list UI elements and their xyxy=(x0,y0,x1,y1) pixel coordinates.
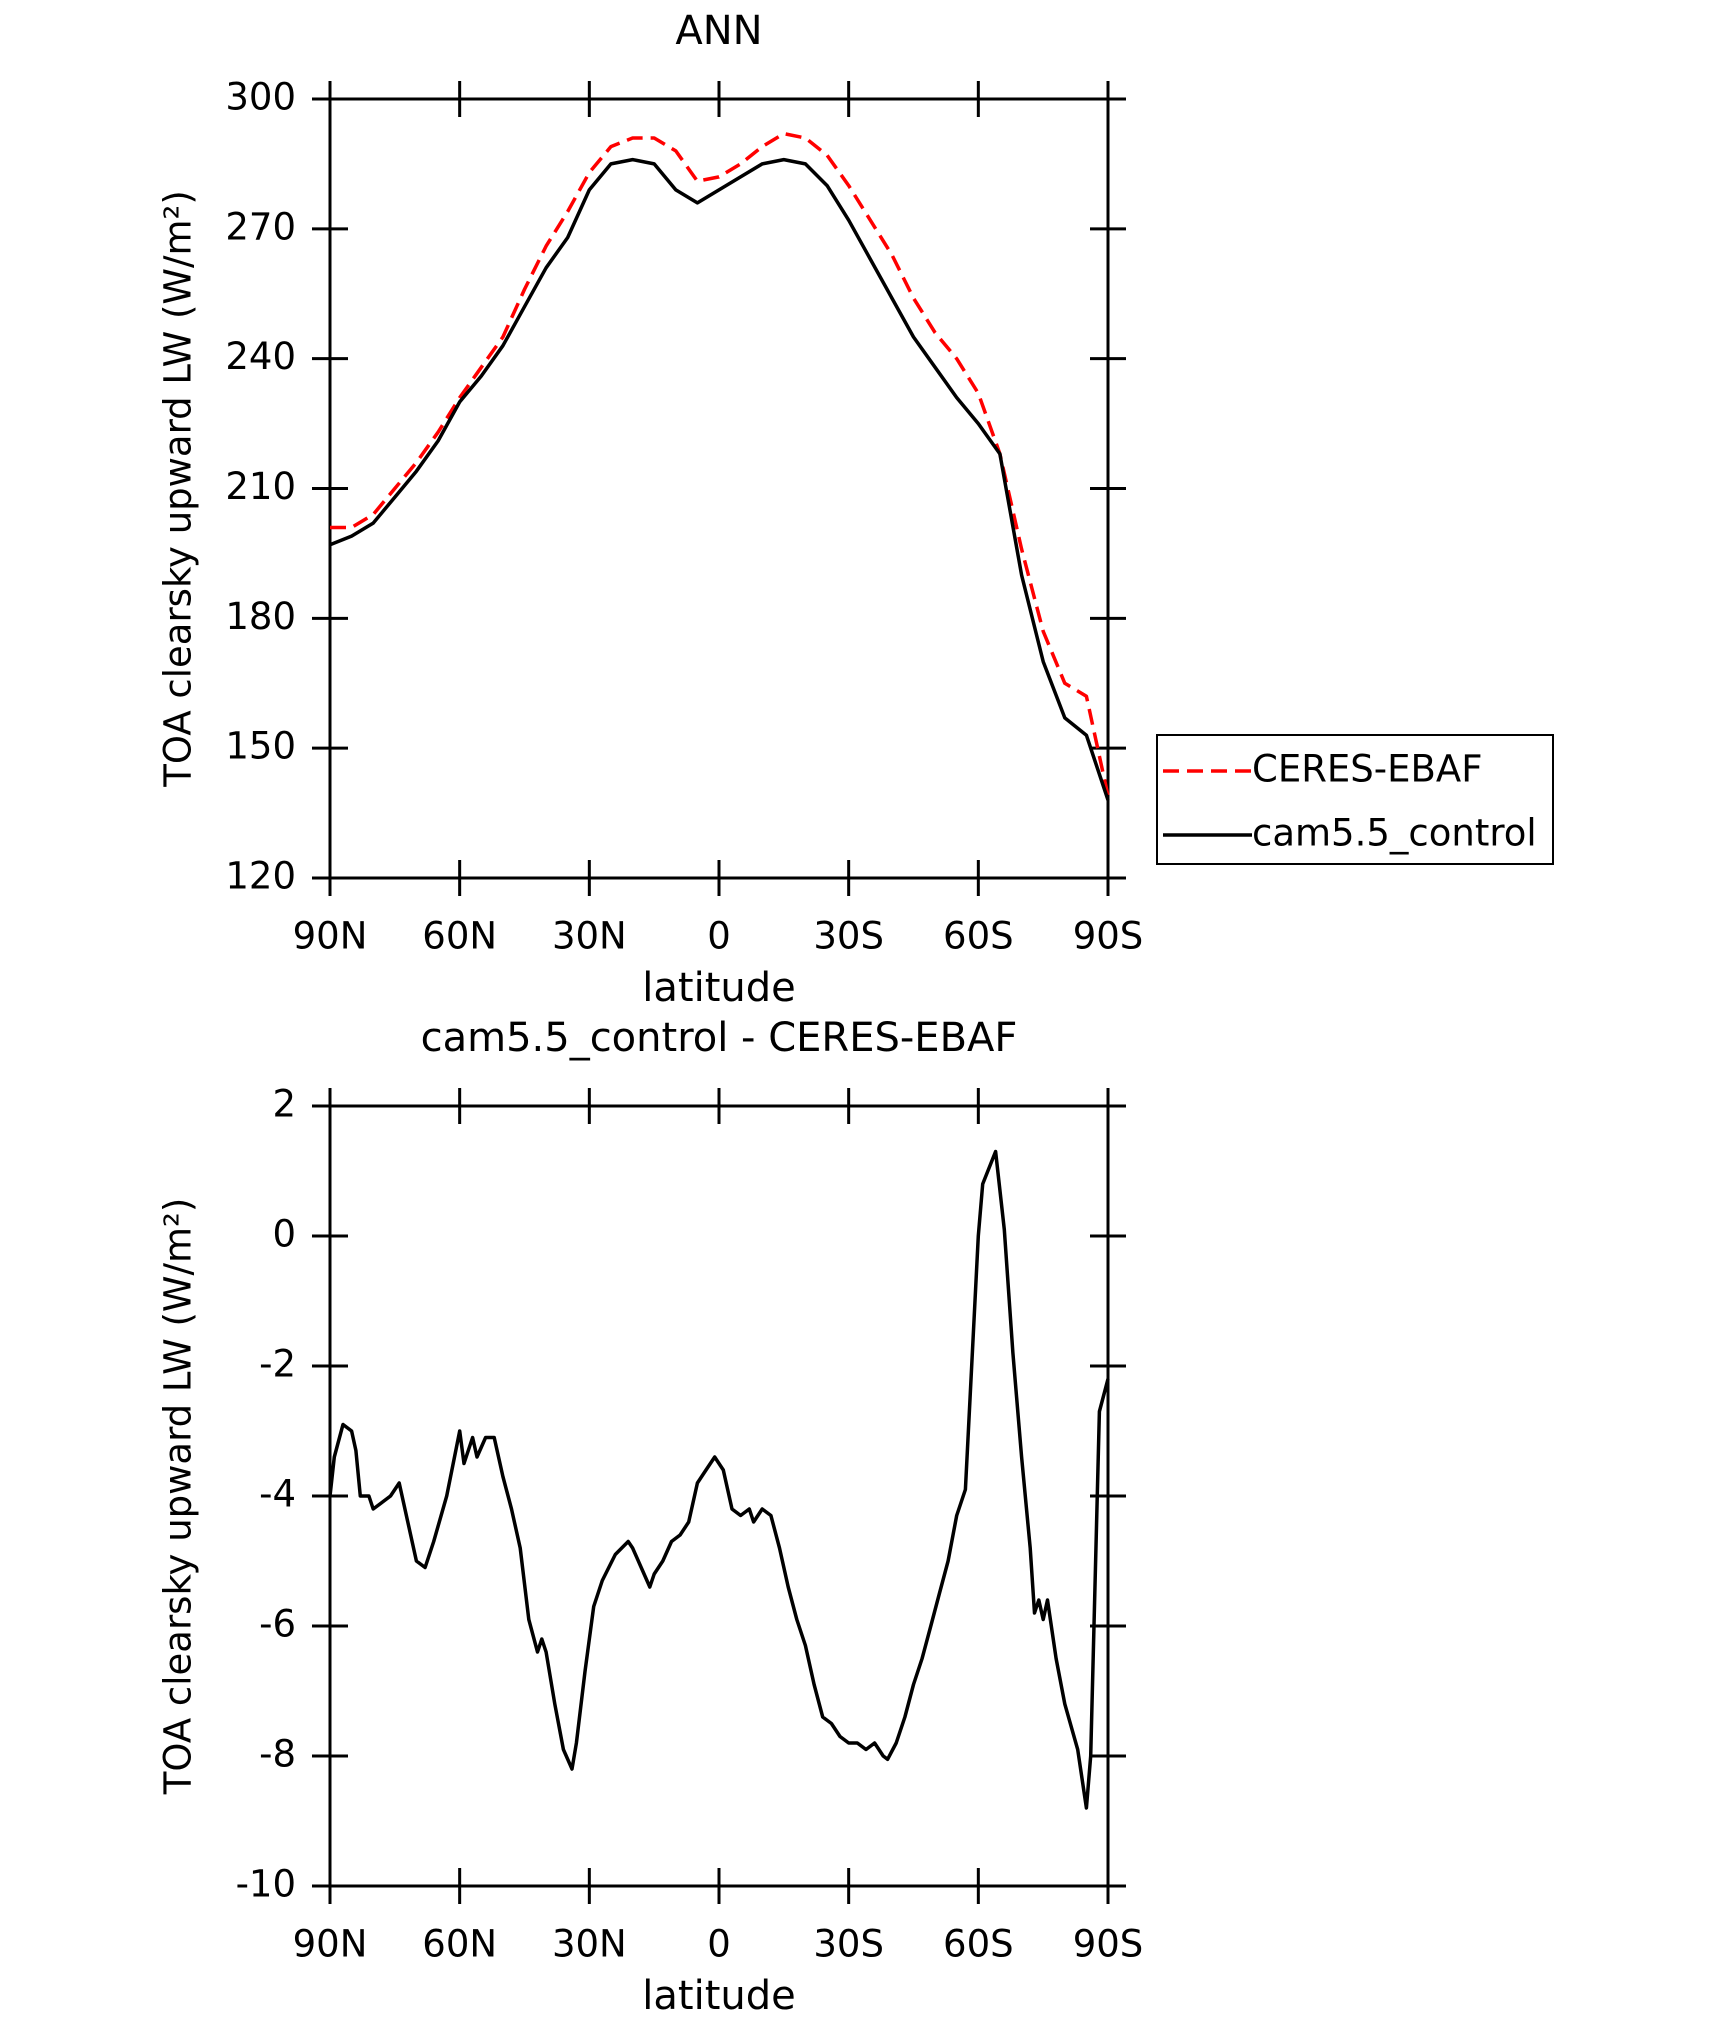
x-tick-label: 90S xyxy=(1073,915,1144,958)
x-tick-label: 0 xyxy=(707,1923,731,1966)
y-tick-label: -4 xyxy=(259,1473,296,1516)
y-tick-label: 150 xyxy=(225,725,296,768)
x-tick-label: 30N xyxy=(552,915,627,958)
legend: CERES-EBAF cam5.5_control xyxy=(1156,734,1554,865)
data-line xyxy=(330,131,1110,797)
y-tick-label: -6 xyxy=(259,1603,296,1646)
x-tick-label: 90S xyxy=(1073,1923,1144,1966)
data-line xyxy=(328,1149,1110,1810)
x-tick-label: 30S xyxy=(813,1923,884,1966)
x-tick-label: 90N xyxy=(293,915,368,958)
y-axis-label: TOA clearsky upward LW (W/m²) xyxy=(157,190,200,788)
x-axis-label: latitude xyxy=(642,965,795,1011)
x-tick-label: 0 xyxy=(707,915,731,958)
plot-frame xyxy=(328,97,1110,880)
legend-label: CERES-EBAF xyxy=(1252,748,1483,791)
y-tick-label: 0 xyxy=(272,1213,296,1256)
x-tick-label: 90N xyxy=(293,1923,368,1966)
x-tick-label: 30N xyxy=(552,1923,627,1966)
legend-label: cam5.5_control xyxy=(1252,812,1537,855)
x-tick-label: 60N xyxy=(422,915,497,958)
y-tick-label: 180 xyxy=(225,595,296,638)
x-tick-label: 60N xyxy=(422,1923,497,1966)
chart-title: ANN xyxy=(675,8,762,54)
x-tick-label: 30S xyxy=(813,915,884,958)
y-tick-label: -2 xyxy=(259,1343,296,1386)
chart-title: cam5.5_control - CERES-EBAF xyxy=(421,1015,1018,1061)
y-tick-label: -8 xyxy=(259,1733,296,1776)
y-axis-label: TOA clearsky upward LW (W/m²) xyxy=(157,1198,200,1796)
x-axis-label: latitude xyxy=(642,1973,795,2019)
y-tick-label: 270 xyxy=(225,205,296,248)
y-tick-label: -10 xyxy=(236,1863,296,1906)
y-tick-label: 240 xyxy=(225,335,296,378)
x-tick-label: 60S xyxy=(943,915,1014,958)
data-line xyxy=(329,157,1110,801)
y-tick-label: 300 xyxy=(225,76,296,119)
y-tick-label: 210 xyxy=(225,465,296,508)
legend-box xyxy=(1156,734,1554,865)
y-tick-label: 2 xyxy=(272,1083,296,1126)
x-tick-label: 60S xyxy=(943,1923,1014,1966)
y-tick-label: 120 xyxy=(225,855,296,898)
